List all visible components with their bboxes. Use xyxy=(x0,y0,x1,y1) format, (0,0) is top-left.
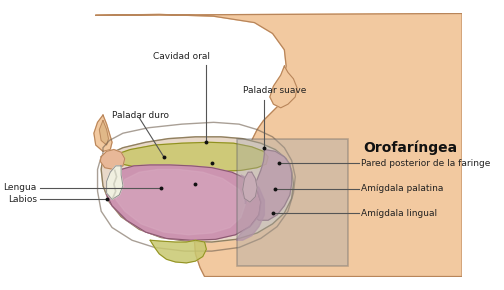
Polygon shape xyxy=(150,240,206,263)
Text: Amígdala palatina: Amígdala palatina xyxy=(360,184,443,193)
Text: Paladar duro: Paladar duro xyxy=(112,111,169,120)
Text: Pared posterior de la faringe: Pared posterior de la faringe xyxy=(360,159,490,168)
Polygon shape xyxy=(107,142,268,171)
Polygon shape xyxy=(96,14,462,276)
Polygon shape xyxy=(248,150,292,220)
Polygon shape xyxy=(101,137,293,242)
Polygon shape xyxy=(107,165,261,240)
Polygon shape xyxy=(99,121,108,145)
Text: Cavidad oral: Cavidad oral xyxy=(153,52,210,61)
Polygon shape xyxy=(242,172,257,202)
Polygon shape xyxy=(100,150,125,169)
Text: Paladar suave: Paladar suave xyxy=(242,86,306,95)
Polygon shape xyxy=(107,166,123,200)
Polygon shape xyxy=(270,66,297,108)
Text: Labios: Labios xyxy=(8,195,37,204)
Polygon shape xyxy=(94,115,112,151)
Text: Amígdala lingual: Amígdala lingual xyxy=(360,209,436,218)
Text: Orofaríngea: Orofaríngea xyxy=(363,140,458,155)
Polygon shape xyxy=(236,175,265,240)
Polygon shape xyxy=(116,169,245,235)
Text: Lengua: Lengua xyxy=(4,183,37,192)
Bar xyxy=(237,139,348,266)
